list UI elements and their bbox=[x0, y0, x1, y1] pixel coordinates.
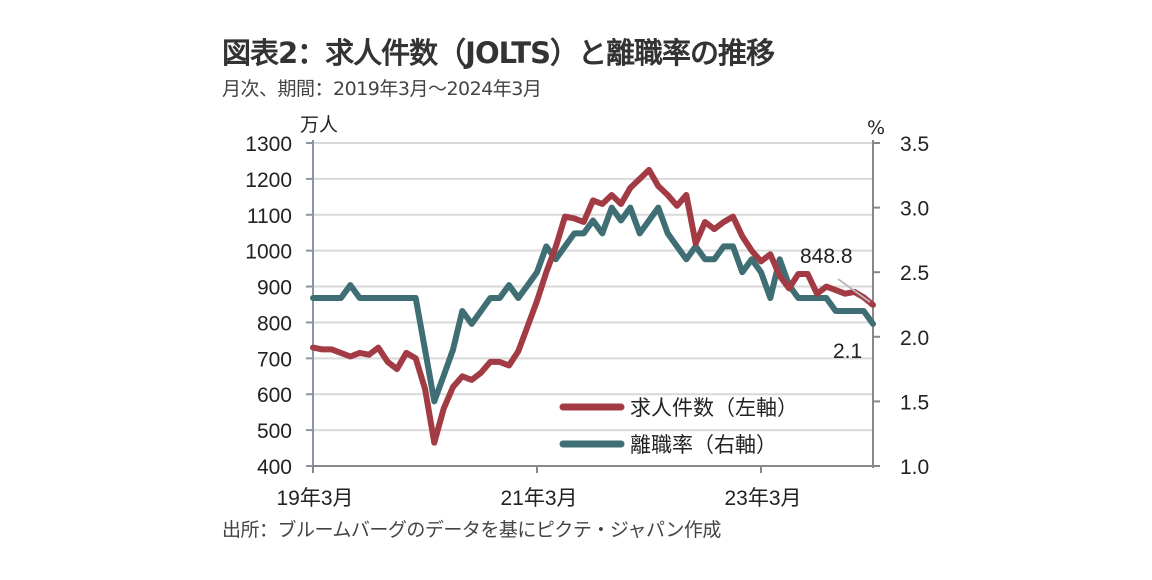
gridlines bbox=[313, 142, 873, 432]
openings-line bbox=[310, 166, 876, 446]
legend: 求人件数（左軸） 離職率（右軸） bbox=[559, 396, 798, 457]
openings-trend-marker bbox=[837, 278, 871, 303]
x-axis-tick-label: 23年3月 bbox=[724, 487, 801, 510]
right-axis-tick-label: 1.0 bbox=[900, 456, 929, 479]
left-axis-tick-label: 900 bbox=[257, 277, 292, 300]
right-axis-tick-label: 3.0 bbox=[900, 198, 929, 221]
left-axis-tick-label: 1300 bbox=[245, 133, 292, 156]
left-axis-tick-label: 1200 bbox=[245, 169, 292, 192]
left-axis-tick-label: 700 bbox=[257, 348, 292, 371]
tick-labels: 1300 1200 1100 1000 900 800 700 600 500 400 3.5 3.0… bbox=[245, 133, 929, 510]
left-axis-tick-label: 1100 bbox=[247, 205, 292, 228]
left-axis-tick-label: 500 bbox=[257, 420, 292, 443]
left-axis-tick-label: 600 bbox=[257, 384, 292, 407]
left-axis-tick-label: 400 bbox=[257, 456, 292, 479]
right-axis-tick-label: 1.5 bbox=[900, 391, 929, 414]
axes bbox=[306, 140, 880, 473]
source-note: 出所：ブルームバーグのデータを基にピクテ・ジャパン作成 bbox=[222, 519, 721, 541]
quits-line bbox=[310, 204, 876, 405]
right-axis-tick-label: 3.5 bbox=[900, 133, 929, 156]
x-axis-tick-label: 21年3月 bbox=[500, 487, 577, 510]
openings-last-value-label: 848.8 bbox=[800, 245, 853, 268]
left-axis-tick-label: 1000 bbox=[245, 241, 292, 264]
left-axis-tick-label: 800 bbox=[257, 312, 292, 335]
right-axis-tick-label: 2.0 bbox=[900, 327, 929, 350]
right-axis-tick-label: 2.5 bbox=[900, 262, 929, 285]
left-axis-unit: 万人 bbox=[300, 114, 338, 136]
legend-label-quits: 離職率（右軸） bbox=[630, 433, 777, 457]
legend-label-openings: 求人件数（左軸） bbox=[630, 396, 798, 420]
right-axis-unit: % bbox=[867, 117, 885, 139]
quits-last-value-label: 2.1 bbox=[833, 340, 862, 363]
chart-subtitle: 月次、期間：2019年3月～2024年3月 bbox=[222, 78, 542, 100]
x-axis-tick-label: 19年3月 bbox=[276, 487, 353, 510]
series-lines bbox=[310, 166, 876, 446]
chart-title: 図表2：求人件数（JOLTS）と離職率の推移 bbox=[222, 36, 775, 70]
